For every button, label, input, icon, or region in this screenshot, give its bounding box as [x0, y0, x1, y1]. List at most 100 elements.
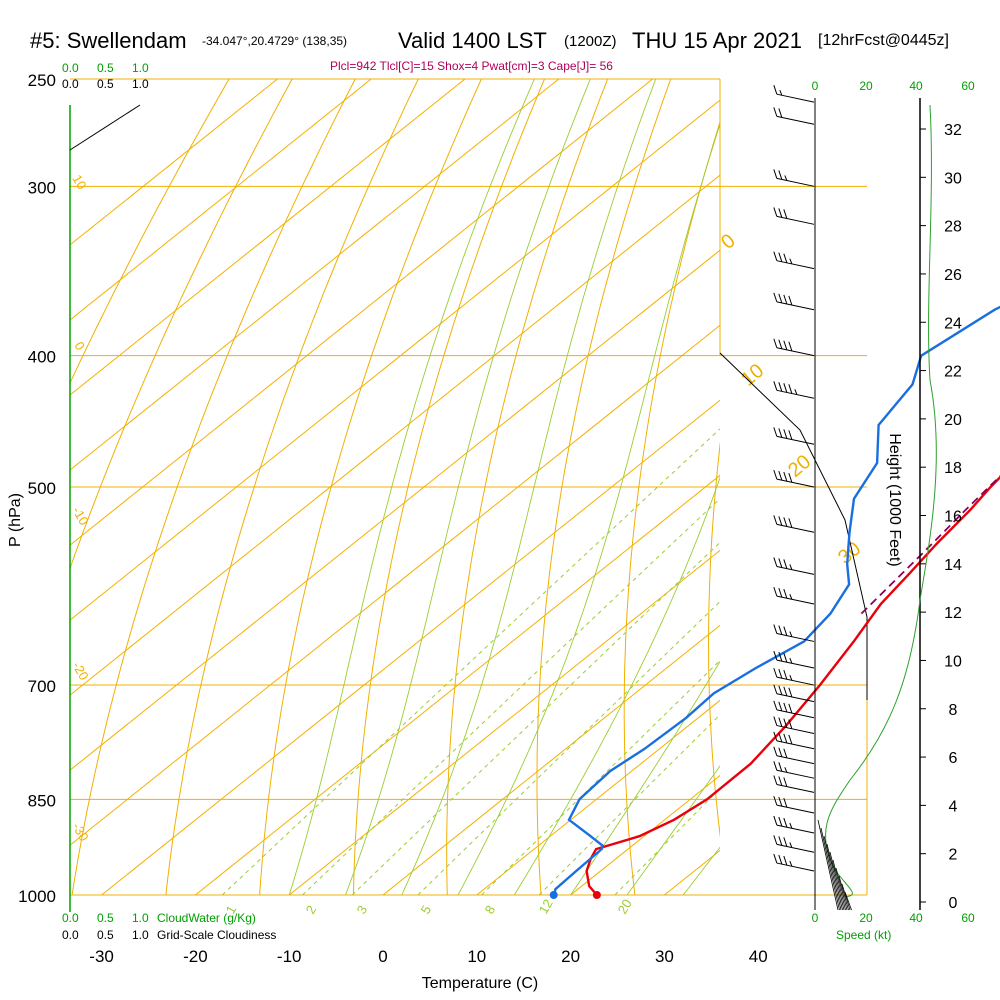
cloud-scale-label: 1.0	[132, 61, 149, 75]
wind-barb-shaft	[776, 633, 815, 642]
wind-barb-shaft	[776, 435, 815, 445]
wind-barb-flag	[783, 294, 788, 305]
wind-barb-flag	[783, 517, 788, 527]
wind-barb-flag	[778, 339, 783, 349]
series-line-parcel	[860, 474, 1000, 615]
mixing-ratio-line	[481, 659, 720, 895]
wind-barb-shaft	[776, 347, 815, 357]
cloud-scale-label: 1.0	[132, 928, 149, 942]
wind-barb-shaft	[776, 769, 815, 779]
wind-barb	[773, 107, 815, 125]
dry-adiabat-line	[623, 120, 720, 895]
speed-tick-top: 20	[859, 79, 873, 93]
wind-barb-shaft	[776, 862, 815, 872]
wind-barb-flag	[783, 626, 788, 636]
height-tick-label: 14	[944, 557, 962, 574]
height-tick-label: 30	[944, 170, 962, 187]
wind-barb-shaft	[776, 693, 815, 703]
temperature-tick-label: 40	[749, 947, 768, 966]
isotherm-label: 10	[69, 172, 89, 192]
mixing-ratio-line	[614, 787, 720, 895]
low-level-hatch	[844, 891, 852, 911]
height-tick-label: 10	[944, 653, 962, 670]
wind-barb-flag	[778, 587, 783, 598]
height-tick-label: 26	[944, 267, 962, 284]
temperature-tick-label: 0	[378, 947, 387, 966]
wind-barb-flag	[783, 733, 788, 744]
height-tick-label: 28	[944, 219, 962, 236]
cloud-scale-label: 0.5	[97, 77, 114, 91]
mixing-ratio-line	[351, 541, 720, 895]
wind-barb-flag	[788, 341, 793, 351]
wind-barb-shaft	[776, 523, 815, 533]
wind-barb	[773, 716, 815, 734]
wind-barb-flag	[788, 734, 793, 745]
wind-barb-shaft	[776, 595, 815, 605]
pressure-tick-label: 700	[28, 677, 56, 696]
cloudiness-label: Grid-Scale Cloudiness	[157, 928, 276, 942]
wind-barb-flag	[778, 816, 783, 827]
cloud-sample-line	[69, 104, 141, 151]
isotherm-line	[852, 79, 1000, 895]
wind-barb	[773, 684, 815, 703]
wind-barb-flag	[783, 855, 788, 866]
wind-barb-flag	[773, 427, 778, 437]
wind-barb-flag	[778, 208, 783, 218]
mixing-ratio-label: 20	[615, 896, 635, 916]
wind-barb	[773, 700, 815, 719]
station-coords: -34.047°,20.4729° (138,35)	[202, 34, 348, 48]
moist-adiabat-line	[288, 79, 535, 895]
wind-barb-shaft	[776, 115, 815, 125]
wind-barb-flag	[773, 557, 778, 567]
height-tick-label: 4	[949, 798, 958, 815]
wind-barb-half	[789, 860, 793, 867]
speed-tick-bottom: 20	[859, 911, 873, 925]
wind-barb-flag	[783, 669, 788, 680]
wind-barb-flag	[788, 472, 793, 483]
pressure-tick-label: 400	[28, 348, 56, 367]
height-tick-label: 8	[949, 702, 958, 719]
wind-barb-half	[789, 842, 793, 848]
height-tick-label: 24	[944, 315, 962, 332]
wind-barb-shaft	[776, 389, 815, 399]
wind-barb	[773, 469, 815, 488]
height-tick-label: 6	[949, 750, 958, 767]
wind-barb-flag	[778, 558, 783, 568]
moist-adiabat-line	[345, 79, 591, 895]
wind-barb-flag	[783, 383, 788, 393]
isotherm-line	[70, 79, 560, 471]
wind-barb-flag	[773, 624, 778, 634]
wind-barb	[773, 746, 815, 765]
low-level-hatch	[817, 819, 839, 911]
forecast-run: [12hrFcst@0445z]	[818, 32, 949, 49]
boundary-line	[719, 352, 868, 700]
mixing-ratio-line	[221, 428, 720, 895]
low-level-hatch	[841, 883, 851, 911]
surface-temperature-marker	[592, 891, 601, 899]
wind-barb-flag	[773, 381, 778, 391]
pressure-tick-label: 1000	[18, 887, 56, 906]
wind-barb	[773, 795, 815, 814]
wind-barb-flag	[783, 702, 788, 713]
station-title: #5: Swellendam	[30, 28, 187, 53]
wind-barb-flag	[773, 795, 778, 806]
wind-barb-flag	[773, 251, 778, 261]
dry-adiabat-label: 10	[737, 360, 768, 391]
wind-barb-flag	[783, 253, 788, 263]
wind-barb-flag	[778, 108, 783, 118]
chart-grid	[70, 79, 1000, 895]
speed-tick-top: 40	[909, 79, 923, 93]
wind-barb	[773, 835, 815, 853]
wind-barb-flag	[783, 777, 788, 787]
dry-adiabat-line	[446, 79, 609, 895]
wind-barb-flag	[778, 428, 783, 438]
x-axis-label: Temperature (C)	[422, 975, 538, 992]
wind-barb-flag	[778, 170, 783, 180]
wind-barb-flag	[778, 701, 783, 712]
wind-barb	[773, 338, 815, 357]
moist-adiabat-line	[570, 660, 720, 895]
wind-barb-flag	[773, 207, 778, 217]
wind-barb	[773, 85, 815, 103]
speed-tick-top: 60	[961, 79, 975, 93]
wind-barb-flag	[778, 685, 783, 695]
